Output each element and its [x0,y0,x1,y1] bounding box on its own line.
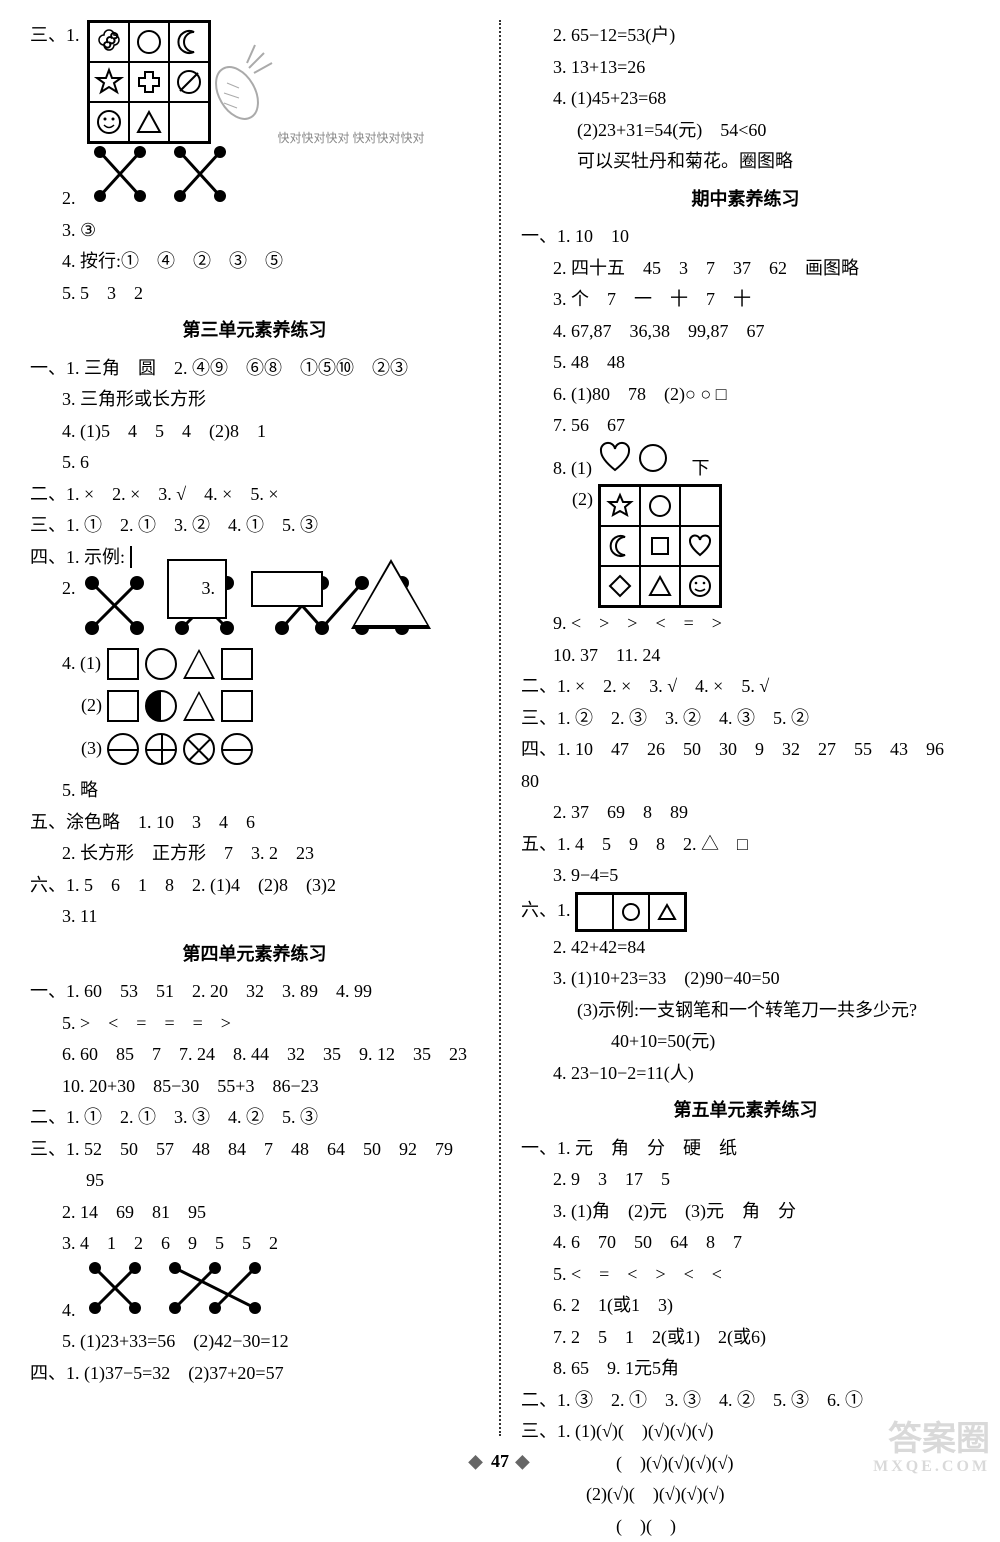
r4: (2)23+31=54(元) 54<60 [577,115,970,147]
u4-3-1: 三、1. 52 50 57 48 84 7 48 64 50 92 79 [30,1134,479,1166]
u3-1-1: 一、1. 三角 圆 2. ④⑨ ⑥⑧ ①⑤⑩ ②③ [30,353,479,385]
m9: 9. < > > < = > [553,608,970,640]
item-2-label: 2. [62,188,76,208]
m4: 4. 67,87 36,38 99,87 67 [553,316,970,348]
m-s4-1: 四、1. 10 47 26 50 30 9 32 27 55 43 96 80 [521,734,970,797]
u3-6: 六、1. 5 6 1 8 2. (1)4 (2)8 (3)2 [30,870,479,902]
m-s6-3b: (3)示例:一支钢笔和一个转笔刀一共多少元? [577,995,970,1027]
m-s6-3: 3. (1)10+23=33 (2)90−40=50 [553,963,970,995]
u4-3-4-label: 4. [62,1300,76,1320]
u3-1-5: 5. 6 [62,447,479,479]
u5-2: 二、1. ③ 2. ① 3. ③ 4. ② 5. ③ 6. ① [521,1385,970,1417]
item-3: 3. ③ [62,215,479,247]
u4-1-1: 一、1. 60 53 51 2. 20 32 3. 89 4. 99 [30,976,479,1008]
m3: 3. 个 7 一 十 7 十 [553,284,970,316]
u3-1-4: 4. (1)5 4 5 4 (2)8 1 [62,416,479,448]
shape-grid-3x3 [87,20,211,144]
sec3-label: 三、1. [30,20,82,52]
u3-4-4b-label: (2) [62,690,102,722]
m-s6-4: 4. 23−10−2=11(人) [553,1058,970,1090]
m2: 2. 四十五 45 3 7 37 62 画图略 [553,253,970,285]
r2: 3. 13+13=26 [553,52,970,84]
u4-3-1b: 95 [86,1165,479,1197]
u5-1-4: 4. 6 70 50 64 8 7 [553,1227,970,1259]
kd-watermark: 快对快对快对 快对快对快对 [278,132,425,144]
u4-2: 二、1. ① 2. ① 3. ③ 4. ② 5. ③ [30,1102,479,1134]
match-cross-1 [80,144,240,215]
r1: 2. 65−12=53(户) [553,20,970,52]
m-s2: 二、1. × 2. × 3. √ 4. × 5. √ [521,671,970,703]
circle-icon [637,442,669,474]
u5-3-2: (2)(√)( )(√)(√)(√) [586,1479,970,1511]
page-number: ◆ 47 ◆ [0,1451,1000,1472]
unit4-title: 第四单元素养练习 [30,939,479,971]
m8a-after: 下 [674,458,710,478]
u3-5-2: 2. 长方形 正方形 7 3. 2 23 [62,838,479,870]
unit3-title: 第三单元素养练习 [30,315,479,347]
m-s6-3c: 40+10=50(元) [611,1026,970,1058]
heart-icon [597,442,633,474]
u3-2: 二、1. × 2. × 3. √ 4. × 5. × [30,479,479,511]
m-s5-3: 3. 9−4=5 [553,860,970,892]
grid-paper [130,546,132,568]
u3-5-1: 五、涂色略 1. 10 3 4 6 [30,807,479,839]
u4-3-5: 5. (1)23+33=56 (2)42−30=12 [62,1326,479,1358]
m7: 7. 56 67 [553,410,970,442]
m-s3: 三、1. ② 2. ③ 3. ② 4. ③ 5. ② [521,703,970,735]
u5-1-8: 8. 65 9. 1元5角 [553,1353,970,1385]
u4-4: 四、1. (1)37−5=32 (2)37+20=57 [30,1358,479,1390]
m5: 5. 48 48 [553,347,970,379]
watermark: 答案圈 MXQE.COM [873,1421,990,1476]
u3-4-23-label: 2. 3. [62,573,215,605]
u3-4-4-label: 4. (1) [62,648,102,680]
r3: 4. (1)45+23=68 [553,83,970,115]
u4-3-3: 3. 4 1 2 6 9 5 5 2 [62,1228,479,1260]
carrot-icon [209,38,279,139]
u3-6-3: 3. 11 [62,901,479,933]
u5-1-7: 7. 2 5 1 2(或1) 2(或6) [553,1322,970,1354]
u5-1-5: 5. < = < > < < [553,1259,970,1291]
row3-shapes [575,892,687,932]
unit5-title: 第五单元素养练习 [521,1095,970,1127]
item-5: 5. 5 3 2 [62,278,479,310]
m6: 6. (1)80 78 (2)○ ○ □ [553,379,970,411]
m-s4-2: 2. 37 69 8 89 [553,797,970,829]
m8a-label: 8. (1) [553,458,592,478]
u3-4-4c-label: (3) [62,733,102,765]
u3-1-3: 3. 三角形或长方形 [62,384,479,416]
u4-1-6: 6. 60 85 7 7. 24 8. 44 32 35 9. 12 35 23 [62,1039,479,1071]
mid-title: 期中素养练习 [521,184,970,216]
u5-1-3: 3. (1)角 (2)元 (3)元 角 分 [553,1196,970,1228]
u4-3-2: 2. 14 69 81 95 [62,1197,479,1229]
u4-1-5: 5. > < = = = > [62,1008,479,1040]
u3-4-1-label: 四、1. 示例: [30,547,125,567]
m-s6-2: 2. 42+42=84 [553,932,970,964]
u3-4-5: 5. 略 [62,775,479,807]
shape-grid-3x3-right [598,484,722,608]
item-4: 4. 按行:① ④ ② ③ ⑤ [62,246,479,278]
u5-3-2b: ( )( ) [616,1511,970,1542]
m1: 一、1. 10 10 [521,221,970,253]
r5: 可以买牡丹和菊花。圈图略 [577,146,970,178]
u5-1-1: 一、1. 元 角 分 硬 纸 [521,1133,970,1165]
u5-1-6: 6. 2 1(或1 3) [553,1290,970,1322]
m10: 10. 37 11. 24 [553,640,970,672]
m-s5-1: 五、1. 4 5 9 8 2. △ □ [521,829,970,861]
m8b-label: (2) [553,484,593,516]
u5-1-2: 2. 9 3 17 5 [553,1164,970,1196]
match-cross-4 [80,1260,290,1316]
m-s6-1-label: 六、1. [521,900,571,920]
u4-1-10: 10. 20+30 85−30 55+3 86−23 [62,1071,479,1103]
u3-3: 三、1. ① 2. ① 3. ② 4. ① 5. ③ [30,510,479,542]
column-divider [499,20,501,1436]
